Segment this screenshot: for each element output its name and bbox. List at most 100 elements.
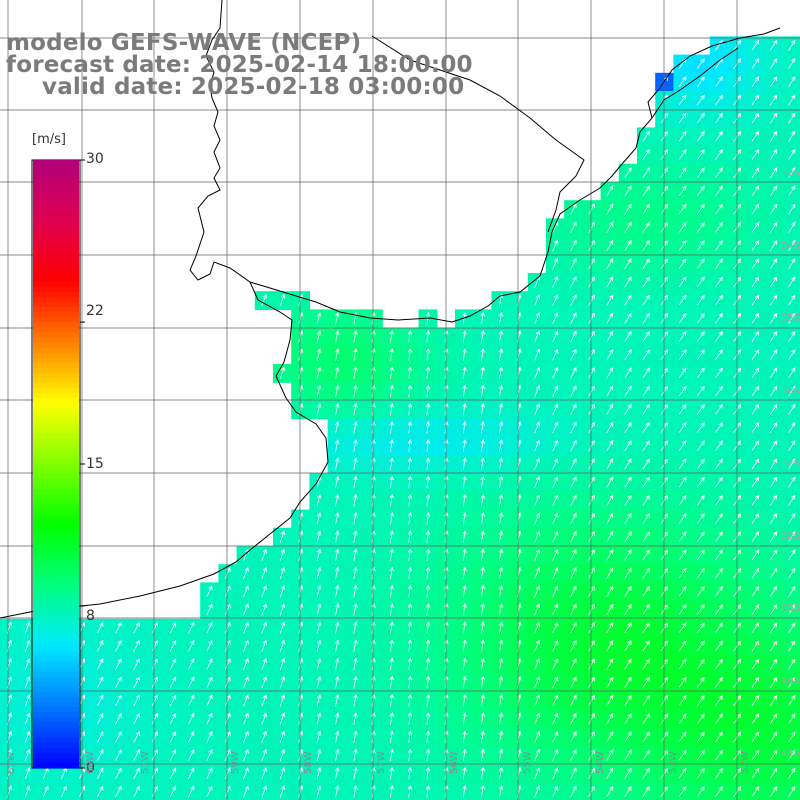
wind-arrow xyxy=(425,566,431,580)
wind-arrow xyxy=(462,511,467,525)
wind-arrow xyxy=(715,658,723,670)
wind-speed-cell xyxy=(728,491,747,511)
wind-arrow xyxy=(588,712,595,725)
colorbar-step xyxy=(33,737,79,744)
wind-arrow xyxy=(462,566,467,580)
wind-speed-cell xyxy=(564,254,583,274)
wind-speed-cell xyxy=(764,491,784,511)
wind-arrow xyxy=(462,384,467,398)
wind-arrow xyxy=(588,621,595,634)
wind-arrow xyxy=(769,349,778,361)
wind-arrow xyxy=(606,585,614,597)
wind-arrow xyxy=(788,640,796,652)
wind-arrow xyxy=(462,730,467,744)
wind-speed-cell xyxy=(145,709,165,729)
wind-arrow xyxy=(24,785,31,798)
colorbar-step xyxy=(33,352,79,359)
wind-arrow xyxy=(389,475,394,489)
wind-speed-cell xyxy=(746,582,765,602)
wind-arrow xyxy=(624,494,632,506)
wind-arrow xyxy=(353,748,358,762)
wind-speed-cell xyxy=(582,546,602,565)
wind-speed-cell xyxy=(728,309,747,329)
wind-speed-cell xyxy=(709,236,729,256)
wind-arrow xyxy=(115,640,122,652)
wind-arrow xyxy=(335,329,340,343)
wind-speed-cell xyxy=(764,746,784,765)
wind-speed-cell xyxy=(746,618,765,638)
wind-arrow xyxy=(279,366,286,379)
wind-speed-cell xyxy=(655,182,674,201)
wind-arrow xyxy=(624,731,632,743)
wind-arrow xyxy=(769,94,778,106)
wind-speed-cell xyxy=(637,491,656,511)
wind-speed-cell xyxy=(618,509,638,529)
colorbar-step xyxy=(33,322,79,328)
wind-arrow xyxy=(715,585,723,597)
wind-speed-cell xyxy=(163,746,183,765)
wind-arrow xyxy=(788,749,796,761)
wind-arrow xyxy=(624,312,632,324)
wind-speed-cell xyxy=(145,637,165,656)
wind-arrow xyxy=(534,457,540,470)
wind-speed-cell xyxy=(746,709,765,729)
wind-arrow xyxy=(788,221,796,233)
wind-arrow xyxy=(425,730,431,744)
wind-speed-cell xyxy=(728,746,747,765)
wind-arrow xyxy=(570,403,577,416)
wind-arrow xyxy=(462,602,467,616)
wind-speed-cell xyxy=(746,236,765,256)
colorbar-step xyxy=(33,433,79,440)
wind-arrow xyxy=(624,549,632,561)
wind-speed-cell xyxy=(637,418,656,438)
wind-arrow xyxy=(769,713,778,725)
wind-arrow xyxy=(24,657,31,671)
wind-arrow xyxy=(678,494,687,506)
wind-arrow xyxy=(389,602,394,616)
wind-arrow xyxy=(588,494,595,506)
wind-arrow xyxy=(462,712,467,725)
wind-arrow xyxy=(588,348,595,361)
wind-arrow xyxy=(115,731,122,743)
wind-arrow xyxy=(788,658,796,670)
wind-arrow xyxy=(169,658,177,670)
wind-arrow xyxy=(133,749,140,761)
wind-speed-cell xyxy=(145,618,165,638)
wind-speed-cell xyxy=(764,291,784,310)
wind-speed-cell xyxy=(91,673,110,693)
wind-arrow xyxy=(407,639,413,653)
wind-arrow xyxy=(642,694,650,706)
wind-arrow xyxy=(425,657,431,671)
wind-arrow xyxy=(534,512,540,525)
wind-speed-cell xyxy=(637,473,656,492)
wind-arrow xyxy=(353,420,358,434)
wind-speed-cell xyxy=(691,655,711,674)
wind-arrow xyxy=(570,494,577,507)
wind-arrow xyxy=(751,531,760,543)
wind-speed-cell xyxy=(764,673,784,693)
wind-arrow xyxy=(534,421,540,434)
wind-speed-cell xyxy=(691,764,711,784)
wind-speed-cell xyxy=(637,564,656,583)
wind-arrow xyxy=(769,294,778,306)
wind-arrow xyxy=(425,766,431,780)
colorbar-tick-0: 0 xyxy=(86,760,95,776)
wind-arrow xyxy=(788,367,796,379)
wind-arrow xyxy=(133,676,140,688)
wind-speed-cell xyxy=(637,691,656,711)
lon-label-60w: 60W xyxy=(85,751,96,774)
wind-arrow xyxy=(769,203,778,215)
wind-arrow xyxy=(642,531,650,543)
wind-speed-cell xyxy=(582,291,602,310)
wind-arrow xyxy=(115,694,122,707)
wind-arrow xyxy=(769,57,778,69)
colorbar-step xyxy=(33,306,79,313)
wind-arrow xyxy=(624,185,632,197)
wind-speed-cell xyxy=(564,309,583,329)
wind-arrow xyxy=(316,766,322,780)
wind-arrow xyxy=(751,731,760,743)
wind-arrow xyxy=(243,712,249,725)
wind-arrow xyxy=(480,730,485,744)
wind-speed-cell xyxy=(673,728,693,747)
wind-arrow xyxy=(534,603,540,616)
